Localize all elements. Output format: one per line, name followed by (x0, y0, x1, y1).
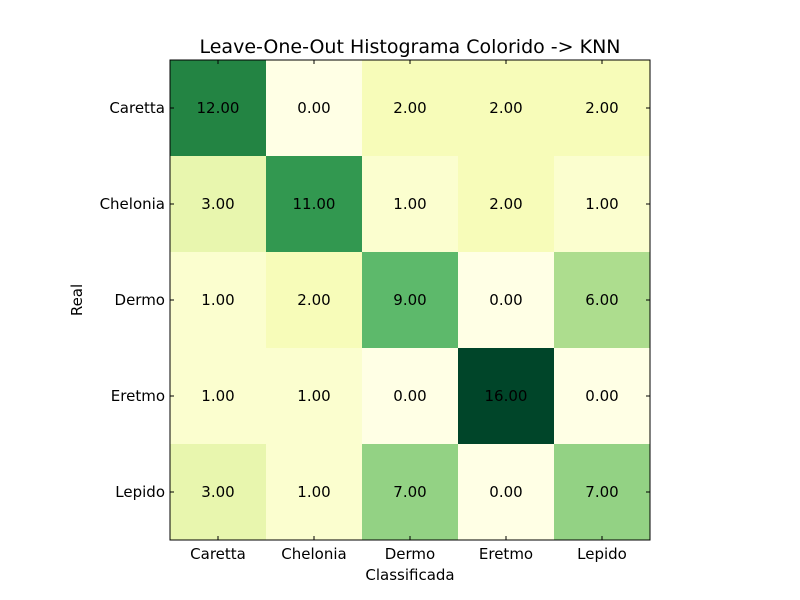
heatmap-cell-4-4 (554, 444, 651, 541)
cell-value-label-2-2: 9.00 (393, 291, 426, 309)
heatmap-cell-3-1 (266, 348, 363, 445)
cell-value-label-1-1: 11.00 (293, 195, 336, 213)
heatmap-cell-1-1 (266, 156, 363, 253)
y-tick-label-3: Eretmo (111, 387, 165, 405)
heatmap-cell-1-0 (170, 156, 267, 253)
cell-value-label-3-2: 0.00 (393, 387, 426, 405)
heatmap-cell-0-3 (458, 60, 555, 157)
heatmap-cell-3-2 (362, 348, 459, 445)
y-tick-label-0: Caretta (109, 99, 165, 117)
heatmap-cell-0-4 (554, 60, 651, 157)
cell-value-label-4-3: 0.00 (489, 483, 522, 501)
chart-title: Leave-One-Out Histograma Colorido -> KNN (199, 36, 620, 58)
heatmap-cell-1-2 (362, 156, 459, 253)
heatmap-cell-0-1 (266, 60, 363, 157)
cell-value-label-4-1: 1.00 (297, 483, 330, 501)
cell-value-label-2-0: 1.00 (201, 291, 234, 309)
heatmap-cell-3-3 (458, 348, 555, 445)
cell-value-label-0-4: 2.00 (585, 99, 618, 117)
heatmap-cell-2-0 (170, 252, 267, 349)
cell-value-label-0-3: 2.00 (489, 99, 522, 117)
cell-value-label-2-3: 0.00 (489, 291, 522, 309)
heatmap-cell-0-2 (362, 60, 459, 157)
y-tick-labels: Caretta Chelonia Dermo Eretmo Lepido (100, 99, 165, 501)
heatmap-cell-4-0 (170, 444, 267, 541)
heatmap-cell-4-3 (458, 444, 555, 541)
heatmap-cell-1-4 (554, 156, 651, 253)
cell-value-label-1-3: 2.00 (489, 195, 522, 213)
heatmap-cell-2-3 (458, 252, 555, 349)
cell-value-label-0-2: 2.00 (393, 99, 426, 117)
cell-value-label-4-4: 7.00 (585, 483, 618, 501)
x-tick-label-4: Lepido (577, 545, 627, 563)
x-tick-label-2: Dermo (385, 545, 435, 563)
cell-value-label-0-1: 0.00 (297, 99, 330, 117)
x-axis-label: Classificada (365, 566, 454, 584)
x-tick-labels: Caretta Chelonia Dermo Eretmo Lepido (190, 545, 627, 563)
cell-value-label-3-1: 1.00 (297, 387, 330, 405)
heatmap-cells (170, 60, 651, 541)
heatmap-cell-2-1 (266, 252, 363, 349)
cell-value-label-1-2: 1.00 (393, 195, 426, 213)
cell-value-label-1-0: 3.00 (201, 195, 234, 213)
x-tick-label-1: Chelonia (281, 545, 346, 563)
heatmap-cell-4-2 (362, 444, 459, 541)
cell-value-label-4-2: 7.00 (393, 483, 426, 501)
x-tick-label-3: Eretmo (479, 545, 533, 563)
tick-marks (170, 60, 650, 540)
cell-value-label-2-4: 6.00 (585, 291, 618, 309)
heatmap-cell-1-3 (458, 156, 555, 253)
heatmap-cell-4-1 (266, 444, 363, 541)
cell-value-label-0-0: 12.00 (197, 99, 240, 117)
x-tick-label-0: Caretta (190, 545, 246, 563)
cell-value-labels: 12.00 0.00 2.00 2.00 2.00 3.00 11.00 1.00 2.00 1.… (197, 99, 619, 501)
heatmap-cell-0-0 (170, 60, 267, 157)
heatmap-cell-3-4 (554, 348, 651, 445)
heatmap-cell-3-0 (170, 348, 267, 445)
y-axis-label: Real (68, 284, 86, 316)
y-tick-label-1: Chelonia (100, 195, 165, 213)
cell-value-label-3-3: 16.00 (485, 387, 528, 405)
y-tick-label-4: Lepido (115, 483, 165, 501)
cell-value-label-3-0: 1.00 (201, 387, 234, 405)
heatmap-cell-2-4 (554, 252, 651, 349)
cell-value-label-4-0: 3.00 (201, 483, 234, 501)
cell-value-label-2-1: 2.00 (297, 291, 330, 309)
cell-value-label-1-4: 1.00 (585, 195, 618, 213)
cell-value-label-3-4: 0.00 (585, 387, 618, 405)
heatmap-cell-2-2 (362, 252, 459, 349)
y-tick-label-2: Dermo (115, 291, 165, 309)
